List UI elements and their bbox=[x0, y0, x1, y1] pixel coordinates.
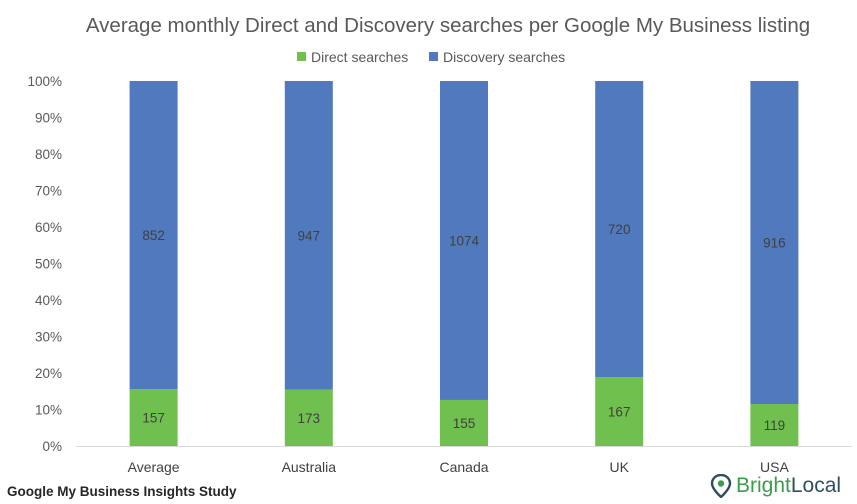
data-label-discovery: 916 bbox=[763, 236, 786, 251]
bars bbox=[129, 81, 799, 446]
y-tick-label: 50% bbox=[35, 257, 62, 272]
bar-direct bbox=[750, 404, 799, 446]
chart-legend: Direct searches Discovery searches bbox=[297, 49, 565, 65]
y-tick-label: 40% bbox=[35, 293, 62, 308]
y-tick-label: 70% bbox=[35, 184, 62, 199]
map-pin-icon bbox=[710, 474, 732, 498]
brand-name-local: Local bbox=[790, 474, 842, 497]
legend-swatch-discovery bbox=[429, 52, 438, 61]
x-category-label: USA bbox=[760, 459, 789, 475]
y-tick-label: 30% bbox=[35, 330, 62, 345]
bar-discovery bbox=[440, 81, 488, 400]
bar-direct bbox=[595, 377, 644, 446]
x-category-label: Average bbox=[128, 459, 180, 475]
bar-discovery bbox=[595, 81, 644, 378]
y-tick-label: 10% bbox=[35, 403, 62, 418]
legend-label-direct: Direct searches bbox=[311, 49, 408, 65]
bar-discovery bbox=[284, 81, 333, 390]
x-category-label: UK bbox=[609, 459, 629, 475]
y-tick-label: 80% bbox=[35, 147, 62, 162]
y-tick-label: 90% bbox=[35, 111, 62, 126]
x-category-label: Australia bbox=[282, 459, 337, 475]
y-tick-label: 60% bbox=[35, 220, 62, 235]
data-label-discovery: 947 bbox=[298, 228, 321, 243]
brand-name-bright: Bright bbox=[736, 474, 791, 497]
brand-logo: Bright Local bbox=[710, 474, 841, 498]
legend-swatch-direct bbox=[297, 52, 306, 61]
chart-title: Average monthly Direct and Discovery sea… bbox=[86, 14, 810, 37]
data-label-discovery: 720 bbox=[608, 222, 631, 237]
data-label-direct: 119 bbox=[764, 418, 786, 433]
study-title: Google My Business Insights Study bbox=[7, 484, 237, 499]
y-tick-label: 20% bbox=[35, 366, 62, 381]
data-label-discovery: 852 bbox=[142, 228, 165, 243]
legend-label-discovery: Discovery searches bbox=[443, 49, 565, 65]
bar-direct bbox=[129, 389, 178, 446]
y-axis: 0% 10% 20% 30% 40% 50% 60% 70% 80% 90% 100% bbox=[27, 74, 62, 454]
y-tick-label: 0% bbox=[42, 439, 62, 454]
data-label-direct: 155 bbox=[453, 416, 476, 431]
data-label-discovery: 1074 bbox=[449, 233, 480, 248]
data-labels: 157 852 173 947 155 1074 167 720 119 916 bbox=[142, 222, 785, 433]
data-label-direct: 167 bbox=[608, 405, 631, 420]
bar-direct bbox=[440, 399, 488, 446]
bar-discovery bbox=[750, 81, 799, 405]
x-category-label: Canada bbox=[439, 459, 488, 475]
x-axis: Average Australia Canada UK USA bbox=[76, 446, 852, 475]
bar-discovery bbox=[129, 81, 178, 390]
data-label-direct: 173 bbox=[298, 411, 321, 426]
bar-direct bbox=[284, 389, 333, 446]
y-tick-label: 100% bbox=[27, 74, 62, 89]
data-label-direct: 157 bbox=[142, 411, 165, 426]
